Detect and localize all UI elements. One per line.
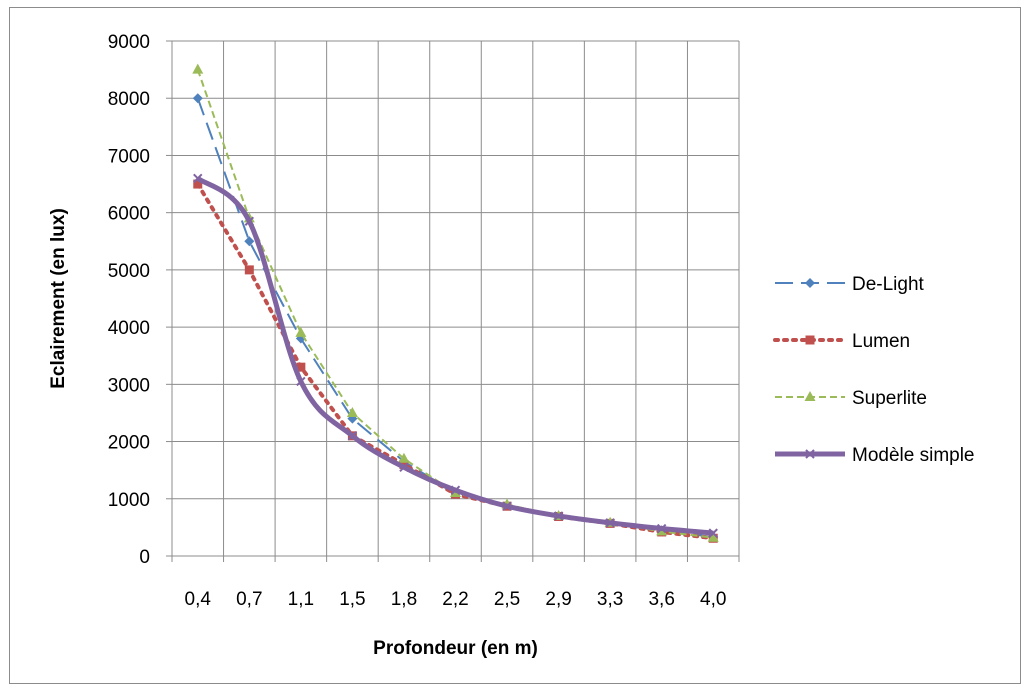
series-line [196, 176, 714, 536]
data-point [656, 523, 667, 534]
y-axis-title: Eclairement (en lux) [48, 208, 69, 389]
y-tick-label: 8000 [108, 89, 150, 110]
chart-area [9, 7, 1021, 684]
data-point [398, 452, 410, 463]
legend-item-lumen: Lumen [773, 331, 910, 352]
data-point [347, 431, 358, 441]
x-tick-label: 2,5 [494, 589, 520, 610]
legend-marker [805, 335, 815, 345]
data-point [244, 265, 254, 275]
x-tick-label: 2,9 [545, 589, 571, 610]
y-tick-label: 6000 [108, 204, 150, 225]
legend: De-Light Lumen Superlite Modèle simple [773, 274, 975, 466]
y-tick-label: 5000 [108, 261, 150, 282]
y-tick-label: 2000 [108, 433, 150, 454]
legend-label: Modèle simple [852, 445, 975, 466]
series-lines [192, 63, 719, 543]
legend-label: De-Light [852, 274, 925, 295]
data-point [502, 501, 512, 511]
x-tick-label: 0,7 [236, 589, 262, 610]
tick-labels: 0 1000 2000 3000 4000 5000 6000 7000 8000 9000 0,4… [108, 32, 727, 610]
gridlines [171, 40, 740, 557]
data-point [708, 528, 718, 538]
data-point [399, 459, 409, 469]
series-mod-le-simple [193, 173, 718, 538]
data-point [450, 485, 461, 495]
y-tick-label: 4000 [108, 318, 150, 339]
y-tick-label: 7000 [108, 146, 150, 167]
data-point [192, 93, 203, 104]
data-point [244, 216, 255, 226]
legend-item-superlite: Superlite [775, 388, 927, 409]
series-de-light [192, 93, 719, 543]
x-tick-label: 1,8 [391, 589, 417, 610]
x-tick-label: 3,6 [648, 589, 674, 610]
y-tick-label: 1000 [108, 490, 150, 511]
legend-marker [805, 278, 815, 288]
legend-item-mod-le-simple: Modèle simple [775, 445, 975, 466]
y-tick-label: 9000 [108, 32, 150, 53]
legend-marker [804, 391, 816, 401]
y-tick-label: 3000 [108, 375, 150, 396]
data-point [193, 173, 203, 184]
y-tick-label: 0 [139, 547, 150, 568]
x-tick-label: 0,4 [185, 589, 212, 610]
legend-label: Lumen [852, 331, 910, 352]
data-point [553, 511, 564, 521]
data-point [605, 518, 615, 528]
legend-label: Superlite [852, 388, 927, 409]
x-tick-label: 1,5 [339, 589, 365, 610]
data-point [296, 362, 306, 372]
data-point [399, 462, 409, 473]
data-point [295, 326, 307, 337]
data-point [296, 376, 306, 387]
data-point [193, 179, 203, 189]
data-point [244, 236, 255, 247]
x-tick-label: 2,2 [442, 589, 468, 610]
data-point [707, 531, 719, 542]
legend-marker [805, 449, 815, 459]
x-axis-title: Profondeur (en m) [373, 638, 538, 659]
legend-item-de-light: De-Light [775, 274, 925, 295]
series-superlite [192, 63, 719, 542]
x-tick-label: 3,3 [597, 589, 623, 610]
x-tick-label: 4,0 [700, 589, 726, 610]
axes [166, 40, 740, 562]
x-tick-label: 1,1 [288, 589, 314, 610]
data-point [192, 63, 204, 74]
data-point [346, 406, 358, 417]
